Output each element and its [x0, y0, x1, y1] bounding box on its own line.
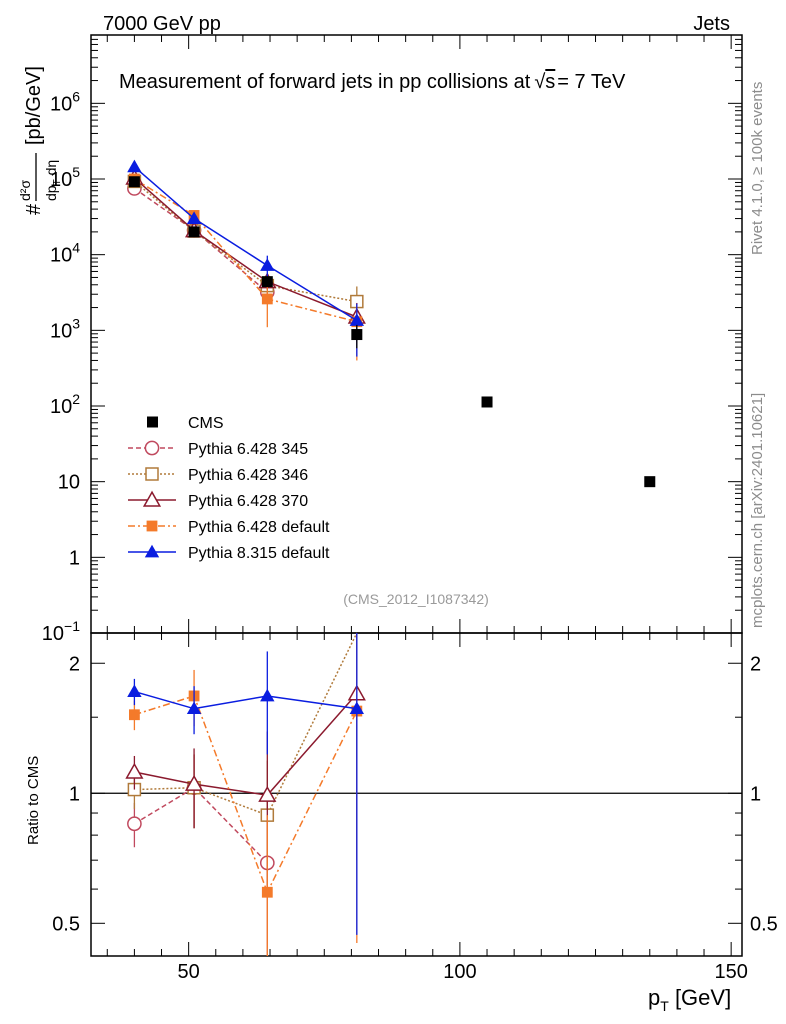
- ratio-point: [186, 701, 202, 715]
- legend-label: CMS: [188, 415, 224, 432]
- legend-label: Pythia 8.315 default: [188, 545, 330, 562]
- cms-point: [188, 226, 200, 238]
- cms-point: [481, 396, 493, 408]
- x-tick-label: 50: [178, 961, 200, 983]
- series-point: [260, 258, 275, 271]
- ratio-line: [134, 693, 358, 796]
- x-axis-title: pT [GeV]: [648, 985, 731, 1014]
- y-axis-title: # d²σ dpT dη [pb/GeV]: [17, 66, 63, 215]
- rivet-label: Rivet 4.1.0, ≥ 100k events: [749, 82, 766, 255]
- ratio-line: [134, 632, 358, 817]
- legend-label: Pythia 6.428 370: [188, 493, 308, 510]
- cms-data-layer: [128, 176, 656, 488]
- header-right: Jets: [693, 13, 730, 35]
- series-point: [127, 159, 142, 173]
- ratio-series-3: [129, 633, 363, 956]
- ratio-point: [184, 774, 204, 791]
- ratio-tick-label-right: 2: [750, 653, 761, 675]
- ratio-point: [129, 709, 140, 721]
- series-point: [186, 211, 202, 224]
- y-axis-title-num: d²σ: [17, 180, 33, 201]
- legend-marker: [142, 490, 162, 507]
- main-plot-frame: [90, 34, 743, 634]
- cms-point: [351, 329, 363, 341]
- cms-point: [261, 276, 273, 288]
- y-tick-label: 103: [50, 315, 80, 342]
- ratio-point: [127, 684, 142, 697]
- ratio-line: [134, 695, 358, 895]
- y-axis-title-den: dpT dη: [43, 160, 63, 201]
- series-point: [349, 313, 365, 326]
- analysis-tag: (CMS_2012_I1087342): [343, 591, 489, 607]
- y-tick-label: 1: [69, 547, 80, 569]
- ratio-tick-label-left: 0.5: [52, 913, 80, 935]
- ratio-tick-label-left: 2: [69, 653, 80, 675]
- series-point: [261, 293, 273, 305]
- y-tick-label: 10: [58, 472, 80, 494]
- y-tick-label: 10−1: [42, 618, 80, 645]
- ratio-point: [127, 816, 142, 832]
- x-tick-label: 100: [443, 961, 476, 983]
- series-line: [134, 178, 358, 323]
- ratio-axis-title: Ratio to CMS: [25, 756, 42, 845]
- series-line: [133, 177, 358, 318]
- mcplots-label: mcplots.cern.ch [arXiv:2401.10621]: [749, 393, 766, 628]
- legend-marker: [147, 416, 158, 428]
- ratio-point: [260, 688, 275, 702]
- legend-marker: [146, 520, 158, 532]
- ratio-point: [125, 762, 144, 779]
- ratio-plot-frame: [90, 632, 743, 957]
- ratio-line: [134, 786, 268, 864]
- series-1: [127, 174, 364, 331]
- ratio-point: [349, 701, 365, 715]
- series-line: [133, 166, 358, 322]
- ratio-series-1: [127, 632, 358, 893]
- y-tick-label: 106: [50, 88, 80, 115]
- ratio-tick-label-left: 1: [69, 783, 80, 805]
- legend: CMS Pythia 6.428 345 Pythia 6.428 346 Pythi…: [128, 415, 330, 562]
- series-0: [127, 181, 275, 303]
- legend-label: Pythia 6.428 default: [188, 519, 330, 536]
- x-tick-label: 150: [714, 961, 747, 983]
- y-axis-title-hash: #: [23, 203, 45, 215]
- y-tick-label: 105: [50, 164, 80, 191]
- legend-label: Pythia 6.428 345: [188, 441, 308, 458]
- ratio-tick-label-right: 0.5: [750, 913, 778, 935]
- cms-point: [128, 176, 140, 188]
- legend-label: Pythia 6.428 346: [188, 467, 308, 484]
- legend-marker: [145, 467, 159, 481]
- y-tick-label: 102: [50, 391, 80, 418]
- ratio-line: [134, 690, 357, 710]
- ratio-series-4: [127, 633, 365, 935]
- header-left: 7000 GeV pp: [103, 13, 221, 35]
- y-tick-label: 104: [50, 240, 80, 267]
- ratio-series-2: [125, 633, 366, 893]
- y-axis-title-unit: [pb/GeV]: [23, 66, 45, 145]
- plot-title: Measurement of forward jets in pp collis…: [119, 71, 626, 93]
- series-line: [133, 180, 357, 303]
- legend-marker: [144, 544, 160, 558]
- ratio-point: [258, 785, 277, 802]
- ratio-point: [261, 886, 273, 898]
- ratio-tick-label-right: 1: [750, 783, 761, 805]
- legend-marker: [144, 440, 160, 456]
- cms-point: [644, 476, 656, 488]
- series-layer: [125, 159, 366, 956]
- axis-tick-labels: 50 100 150 10−1 1 10 102 103 104 105 106 0.5 0.5 1 1 2 2: [42, 88, 778, 983]
- series-4: [127, 159, 365, 357]
